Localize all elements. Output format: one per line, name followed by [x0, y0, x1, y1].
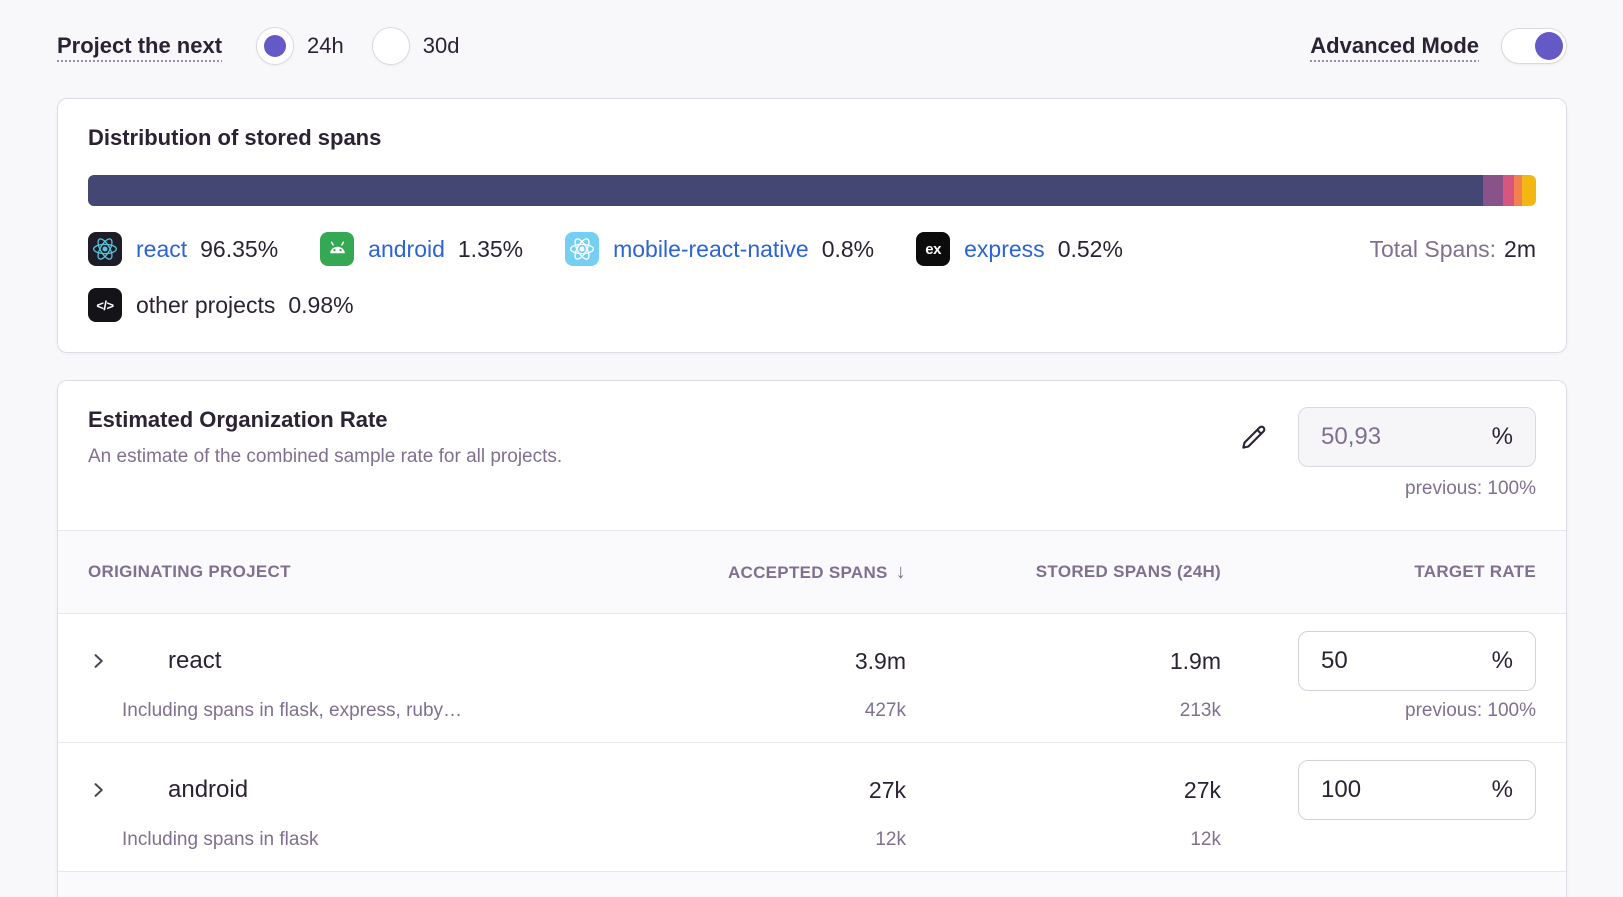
legend-percentage: 0.8% — [821, 235, 875, 262]
column-header-target-rate: TARGET RATE — [1414, 562, 1536, 581]
radio-label: 24h — [307, 33, 344, 58]
legend-project-link: other projects — [136, 291, 276, 318]
stored-spans-value: 27k — [1183, 776, 1221, 803]
total-spans-label: Total Spans: — [1369, 235, 1497, 262]
accepted-spans-value: 3.9m — [854, 647, 906, 674]
react-icon — [88, 232, 122, 266]
project-subtitle: Including spans in flask, express, ruby… — [122, 700, 463, 721]
table-body: react Including spans in flask, express,… — [58, 614, 1566, 871]
android-icon — [320, 232, 355, 266]
legend-item-other-projects: </> other projects 0.98% — [88, 288, 354, 322]
distribution-card: Distribution of stored spans react 96.35%… — [57, 98, 1567, 353]
radio-circle[interactable] — [371, 27, 410, 65]
legend-item-mobile-react-native: mobile-react-native 0.8% — [565, 232, 874, 266]
target-rate-input-box: % — [1298, 631, 1536, 691]
estimated-org-rate-card: Estimated Organization Rate An estimate … — [57, 380, 1567, 897]
project-icon — [120, 644, 154, 678]
legend-project-link[interactable]: react — [136, 235, 188, 262]
org-rate-title: Estimated Organization Rate — [88, 407, 388, 432]
org-rate-input — [1321, 423, 1451, 451]
edit-pencil-icon[interactable] — [1238, 421, 1270, 453]
total-spans-value: 2m — [1504, 235, 1536, 262]
bar-segment-mobile-react-native[interactable] — [1502, 175, 1515, 206]
org-rate-subtitle: An estimate of the combined sample rate … — [88, 446, 563, 467]
radio-circle[interactable] — [256, 27, 295, 65]
target-rate-input-box: % — [1298, 760, 1536, 820]
accepted-spans-value: 27k — [868, 776, 906, 803]
project-subtitle: Including spans in flask — [122, 829, 319, 850]
bar-segment-android[interactable] — [1483, 175, 1503, 206]
org-rate-percent-unit: % — [1491, 423, 1513, 450]
legend-percentage: 96.35% — [200, 235, 279, 262]
stored-spans-value: 1.9m — [1169, 647, 1221, 674]
express-icon: ex — [916, 232, 951, 266]
project-name: react — [168, 647, 222, 674]
stored-spans-sub-value: 213k — [1179, 700, 1221, 721]
target-rate-input[interactable] — [1321, 647, 1451, 675]
expand-chevron-icon[interactable] — [88, 780, 108, 800]
target-rate-input[interactable] — [1321, 776, 1451, 804]
legend-item-express: ex express 0.52% — [916, 232, 1123, 266]
advanced-mode-label[interactable]: Advanced Mode — [1310, 33, 1479, 58]
table-row-android: android Including spans in flask 27k 12k… — [58, 742, 1566, 871]
legend-row-1: react 96.35% android 1.35% mobile-react-nati… — [88, 232, 1123, 266]
expand-chevron-icon[interactable] — [88, 651, 108, 671]
legend-item-android: android 1.35% — [320, 232, 523, 266]
radio-30d[interactable]: 30d — [371, 27, 460, 65]
org-rate-previous: previous: 100% — [1405, 478, 1536, 499]
legend-row-2: </> other projects 0.98% — [88, 288, 354, 322]
accepted-spans-sub-value: 427k — [864, 700, 906, 721]
stored-spans-sub-value: 12k — [1190, 829, 1221, 850]
accepted-spans-sub-value: 12k — [875, 829, 906, 850]
table-header-row: ORIGINATING PROJECT ACCEPTED SPANS ↓ STORED… — [58, 530, 1566, 614]
react-icon — [565, 232, 600, 266]
legend-item-react: react 96.35% — [88, 232, 278, 266]
radio-24h[interactable]: 24h — [256, 27, 344, 65]
partial-next-row — [58, 871, 1566, 897]
column-header-originating-project: ORIGINATING PROJECT — [88, 562, 291, 581]
legend-percentage: 0.52% — [1057, 235, 1123, 262]
projection-period-radio-group: 24h 30d — [256, 27, 487, 65]
table-row-react: react Including spans in flask, express,… — [58, 614, 1566, 742]
target-rate-percent-unit: % — [1491, 647, 1513, 674]
advanced-mode-toggle[interactable] — [1501, 28, 1567, 64]
legend-percentage: 1.35% — [457, 235, 524, 262]
radio-label: 30d — [422, 33, 460, 58]
column-header-accepted-spans[interactable]: ACCEPTED SPANS ↓ — [727, 560, 906, 583]
bar-segment-express[interactable] — [1514, 175, 1522, 206]
total-spans: Total Spans: 2m — [1369, 236, 1536, 263]
legend-project-link[interactable]: android — [368, 235, 445, 262]
sort-descending-icon: ↓ — [895, 560, 906, 583]
project-icon — [120, 773, 154, 807]
target-rate-previous: previous: 100% — [1405, 700, 1536, 721]
org-rate-input-box: % — [1298, 407, 1536, 467]
distribution-stacked-bar — [88, 175, 1536, 206]
code-icon: </> — [88, 288, 122, 322]
legend-project-link[interactable]: express — [964, 235, 1045, 262]
toggle-knob — [1535, 32, 1563, 60]
bar-segment-react[interactable] — [88, 175, 1484, 206]
top-toolbar: Project the next 24h 30d Advanced Mode — [57, 22, 1567, 70]
target-rate-percent-unit: % — [1491, 776, 1513, 803]
column-header-stored-spans-24h-: STORED SPANS (24H) — [1035, 562, 1221, 581]
project-the-next-label[interactable]: Project the next — [57, 33, 223, 58]
bar-segment-other-projects[interactable] — [1521, 175, 1536, 206]
project-name: android — [168, 776, 249, 803]
legend-project-link[interactable]: mobile-react-native — [613, 235, 809, 262]
legend-percentage: 0.98% — [288, 291, 354, 318]
distribution-title: Distribution of stored spans — [88, 125, 382, 150]
